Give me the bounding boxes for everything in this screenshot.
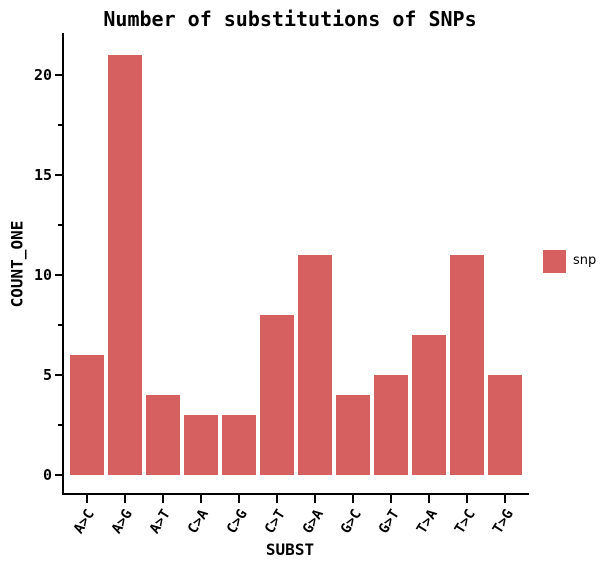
x-tick <box>428 494 431 503</box>
bar-g-to-a <box>297 255 332 475</box>
y-tick-major <box>55 474 63 476</box>
y-tick-label: 20 <box>33 66 52 84</box>
x-tick <box>466 494 469 503</box>
x-tick-label: A>G <box>109 506 137 537</box>
bar-a-to-c <box>69 355 104 475</box>
y-tick-major <box>55 274 63 276</box>
x-tick <box>504 494 507 503</box>
x-tick-label: T>A <box>413 506 441 537</box>
bar-t-to-a <box>412 335 447 475</box>
y-tick-minor <box>58 324 63 326</box>
x-tick-label: G>A <box>299 506 327 537</box>
bar-g-to-c <box>335 395 370 475</box>
chart-title: Number of substitutions of SNPs <box>103 7 477 31</box>
bar-c-to-a <box>183 415 218 475</box>
y-tick-label: 15 <box>33 166 52 184</box>
bar-g-to-t <box>374 375 408 475</box>
y-tick-minor <box>58 224 63 226</box>
x-tick-label: A>T <box>147 506 175 537</box>
x-tick-label: G>C <box>337 506 365 537</box>
x-tick <box>237 494 240 503</box>
y-tick-major <box>55 174 63 176</box>
x-tick <box>275 494 278 503</box>
x-tick <box>123 494 126 503</box>
x-tick-label: A>C <box>71 506 99 537</box>
x-tick <box>199 494 202 503</box>
x-axis-label: SUBST <box>265 540 315 559</box>
y-tick-label: 0 <box>42 466 52 484</box>
y-tick-major <box>55 74 63 76</box>
x-tick-label: C>G <box>223 506 251 537</box>
x-tick <box>351 494 354 503</box>
y-tick-major <box>55 374 63 376</box>
x-tick <box>313 494 316 503</box>
bar-a-to-t <box>145 395 180 475</box>
x-tick-label: C>A <box>185 506 213 537</box>
bar-c-to-g <box>221 415 256 475</box>
x-tick <box>390 494 392 503</box>
bar-t-to-g <box>488 375 523 475</box>
y-axis-spine <box>62 33 64 495</box>
x-tick-label: T>C <box>451 506 479 537</box>
x-tick <box>85 494 88 503</box>
bar-a-to-g <box>107 55 142 475</box>
bar-c-to-t <box>259 315 294 475</box>
x-tick-label: C>T <box>261 506 289 537</box>
legend-label-snp: snp <box>573 253 597 268</box>
bar-t-to-c <box>450 255 485 475</box>
y-tick-label: 10 <box>33 266 52 284</box>
y-tick-minor <box>58 124 63 126</box>
x-tick-label: T>G <box>489 506 517 537</box>
y-tick-minor <box>58 424 63 426</box>
legend-swatch-snp <box>543 250 566 273</box>
y-tick-label: 5 <box>42 366 52 384</box>
x-tick-label: G>T <box>375 506 403 537</box>
y-axis-label: COUNT_ONE <box>7 220 27 308</box>
x-axis-spine <box>62 493 529 495</box>
x-tick <box>161 494 164 503</box>
